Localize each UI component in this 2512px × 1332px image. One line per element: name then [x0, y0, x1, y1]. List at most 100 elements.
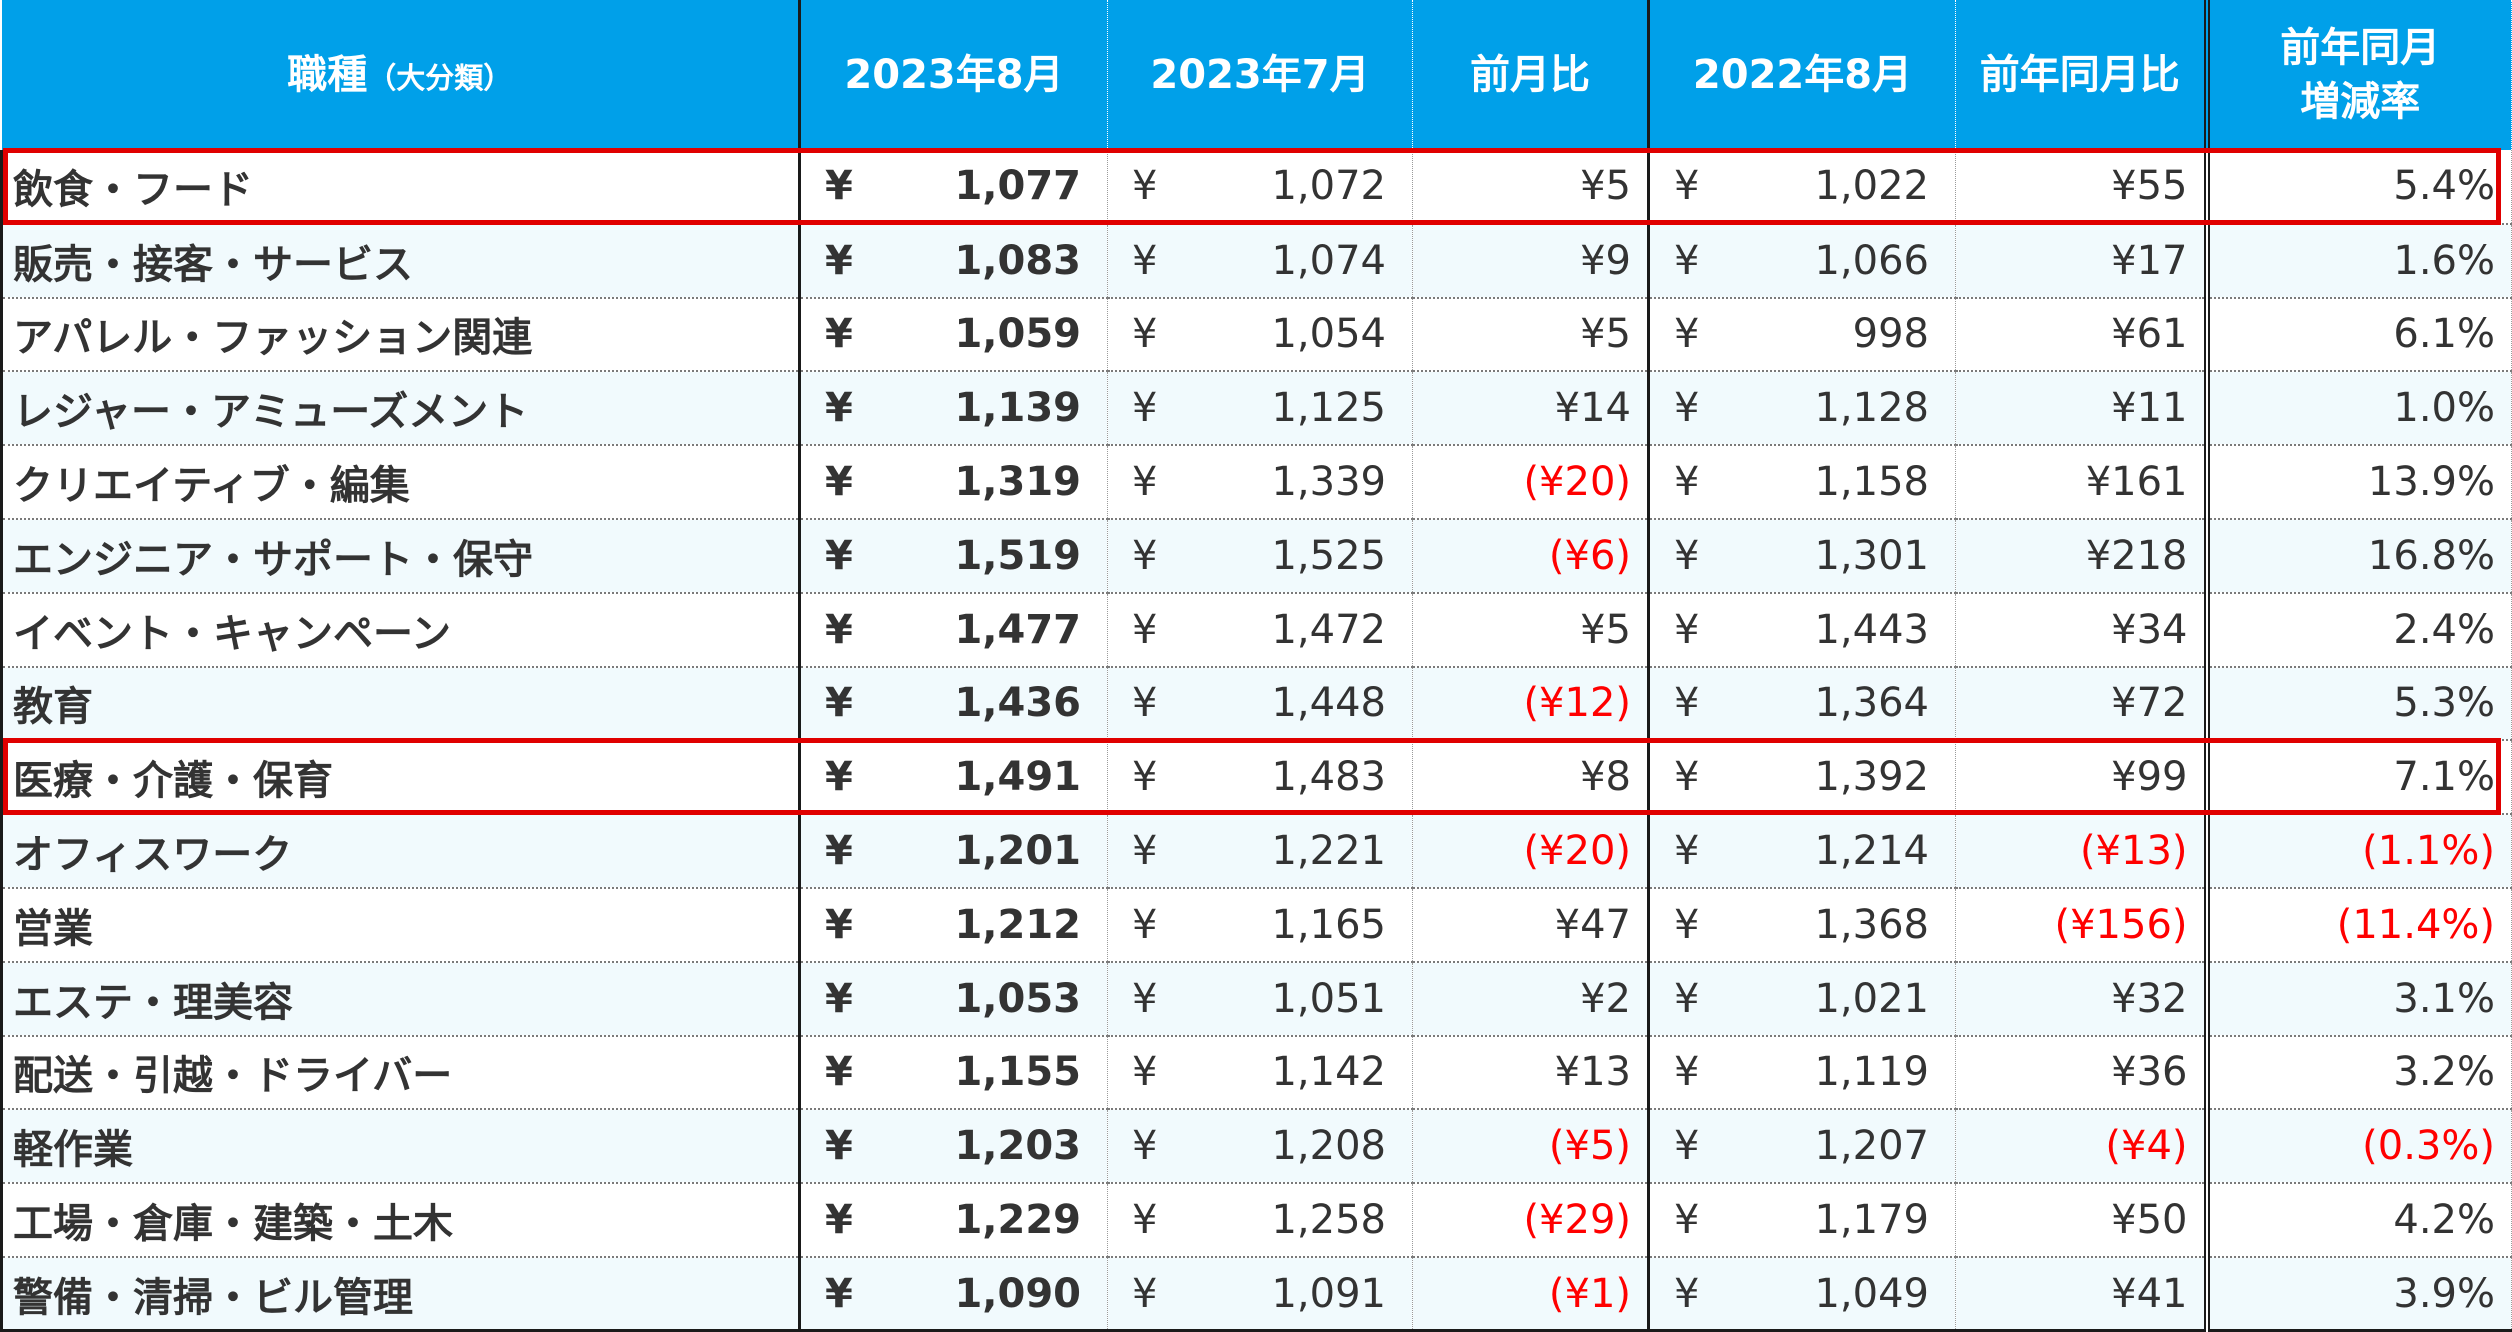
yen-sign: ¥: [1132, 1049, 1158, 1096]
cell-mom: (¥1): [1412, 1256, 1650, 1332]
cell-mom: ¥5: [1412, 150, 1650, 225]
table-row: エンジニア・サポート・保守 ¥1,519 ¥1,525 (¥6) ¥1,301 ¥218 1…: [0, 518, 2512, 594]
amount-value: 1,392: [1814, 754, 1929, 801]
amount-value: 1,072: [1271, 163, 1386, 210]
yen-sign: ¥: [825, 311, 853, 358]
table-row: アパレル・ファッション関連 ¥1,059 ¥1,054 ¥5 ¥998 ¥61 6.1%: [0, 297, 2512, 373]
yen-sign: ¥: [825, 680, 853, 727]
yen-sign: ¥: [1674, 385, 1700, 432]
table-row: エステ・理美容 ¥1,053 ¥1,051 ¥2 ¥1,021 ¥32 3.1%: [0, 961, 2512, 1037]
header-aug2022: 2022年8月: [1648, 0, 1956, 150]
amount-value: 1,083: [954, 237, 1081, 284]
cell-yoy-rate: 13.9%: [2206, 445, 2512, 520]
cell-aug2022: ¥1,392: [1648, 740, 1956, 816]
cell-aug2023: ¥1,519: [799, 518, 1108, 594]
yen-sign: ¥: [1674, 754, 1700, 801]
cell-aug2023: ¥1,229: [799, 1183, 1108, 1258]
cell-category: 軽作業: [0, 1109, 801, 1185]
yen-sign: ¥: [1132, 901, 1158, 948]
yen-sign: ¥: [1674, 680, 1700, 727]
yen-sign: ¥: [1674, 1270, 1700, 1317]
cell-jul2023: ¥1,339: [1107, 445, 1413, 520]
cell-jul2023: ¥1,054: [1107, 297, 1413, 373]
amount-value: 998: [1852, 311, 1929, 358]
header-yoy-rate: 前年同月 増減率: [2206, 0, 2512, 150]
amount-value: 1,212: [954, 901, 1081, 948]
cell-mom: ¥5: [1412, 592, 1650, 668]
yen-sign: ¥: [1132, 1123, 1158, 1170]
yen-sign: ¥: [825, 975, 853, 1022]
cell-category: レジャー・アミューズメント: [0, 371, 801, 447]
table-row: クリエイティブ・編集 ¥1,319 ¥1,339 (¥20) ¥1,158 ¥161 13.…: [0, 445, 2512, 520]
cell-yoy-rate: (0.3%): [2206, 1109, 2512, 1185]
amount-value: 1,258: [1271, 1197, 1386, 1244]
yen-sign: ¥: [825, 237, 853, 284]
table-row: レジャー・アミューズメント ¥1,139 ¥1,125 ¥14 ¥1,128 ¥11 1.0…: [0, 371, 2512, 447]
yen-sign: ¥: [1674, 1049, 1700, 1096]
yen-sign: ¥: [1674, 828, 1700, 875]
cell-mom: (¥6): [1412, 518, 1650, 594]
cell-yoy: ¥17: [1955, 223, 2210, 299]
cell-aug2022: ¥1,128: [1648, 371, 1956, 447]
cell-aug2022: ¥1,301: [1648, 518, 1956, 594]
cell-yoy: ¥55: [1955, 150, 2210, 225]
cell-yoy: ¥72: [1955, 666, 2210, 742]
cell-mom: (¥20): [1412, 445, 1650, 520]
yen-sign: ¥: [1132, 311, 1158, 358]
yen-sign: ¥: [1674, 606, 1700, 653]
table-row: 工場・倉庫・建築・土木 ¥1,229 ¥1,258 (¥29) ¥1,179 ¥50 4.2…: [0, 1183, 2512, 1258]
yen-sign: ¥: [1674, 237, 1700, 284]
yen-sign: ¥: [1132, 975, 1158, 1022]
cell-aug2022: ¥1,443: [1648, 592, 1956, 668]
cell-category: エンジニア・サポート・保守: [0, 518, 801, 594]
cell-yoy-rate: 5.3%: [2206, 666, 2512, 742]
cell-category: オフィスワーク: [0, 814, 801, 889]
cell-yoy-rate: 4.2%: [2206, 1183, 2512, 1258]
table-row: 警備・清掃・ビル管理 ¥1,090 ¥1,091 (¥1) ¥1,049 ¥41 3.9%: [0, 1256, 2512, 1332]
amount-value: 1,155: [954, 1049, 1081, 1096]
amount-value: 1,077: [954, 163, 1081, 210]
amount-value: 1,125: [1271, 385, 1386, 432]
cell-jul2023: ¥1,221: [1107, 814, 1413, 889]
cell-yoy: ¥218: [1955, 518, 2210, 594]
cell-category: クリエイティブ・編集: [0, 445, 801, 520]
cell-aug2022: ¥1,214: [1648, 814, 1956, 889]
amount-value: 1,158: [1814, 459, 1929, 506]
cell-aug2022: ¥1,158: [1648, 445, 1956, 520]
cell-yoy-rate: (11.4%): [2206, 887, 2512, 963]
cell-aug2023: ¥1,077: [799, 150, 1108, 225]
table-row: 教育 ¥1,436 ¥1,448 (¥12) ¥1,364 ¥72 5.3%: [0, 666, 2512, 742]
cell-mom: ¥14: [1412, 371, 1650, 447]
amount-value: 1,208: [1271, 1123, 1386, 1170]
cell-jul2023: ¥1,165: [1107, 887, 1413, 963]
amount-value: 1,301: [1814, 532, 1929, 579]
cell-aug2023: ¥1,201: [799, 814, 1108, 889]
amount-value: 1,203: [954, 1123, 1081, 1170]
cell-aug2023: ¥1,139: [799, 371, 1108, 447]
cell-mom: ¥13: [1412, 1035, 1650, 1111]
cell-jul2023: ¥1,448: [1107, 666, 1413, 742]
cell-mom: (¥20): [1412, 814, 1650, 889]
amount-value: 1,119: [1814, 1049, 1929, 1096]
yen-sign: ¥: [1132, 532, 1158, 579]
table-row: 医療・介護・保育 ¥1,491 ¥1,483 ¥8 ¥1,392 ¥99 7.1%: [0, 740, 2512, 816]
cell-category: 営業: [0, 887, 801, 963]
yen-sign: ¥: [1674, 163, 1700, 210]
cell-yoy: ¥36: [1955, 1035, 2210, 1111]
cell-aug2022: ¥998: [1648, 297, 1956, 373]
cell-jul2023: ¥1,051: [1107, 961, 1413, 1037]
yen-sign: ¥: [825, 828, 853, 875]
cell-yoy-rate: 1.0%: [2206, 371, 2512, 447]
yen-sign: ¥: [825, 754, 853, 801]
yen-sign: ¥: [825, 1197, 853, 1244]
cell-yoy: ¥161: [1955, 445, 2210, 520]
amount-value: 1,229: [954, 1197, 1081, 1244]
cell-aug2023: ¥1,436: [799, 666, 1108, 742]
cell-aug2022: ¥1,021: [1648, 961, 1956, 1037]
amount-value: 1,091: [1271, 1270, 1386, 1317]
cell-aug2023: ¥1,212: [799, 887, 1108, 963]
cell-yoy-rate: (1.1%): [2206, 814, 2512, 889]
cell-yoy: (¥4): [1955, 1109, 2210, 1185]
cell-aug2022: ¥1,119: [1648, 1035, 1956, 1111]
yen-sign: ¥: [1132, 680, 1158, 727]
